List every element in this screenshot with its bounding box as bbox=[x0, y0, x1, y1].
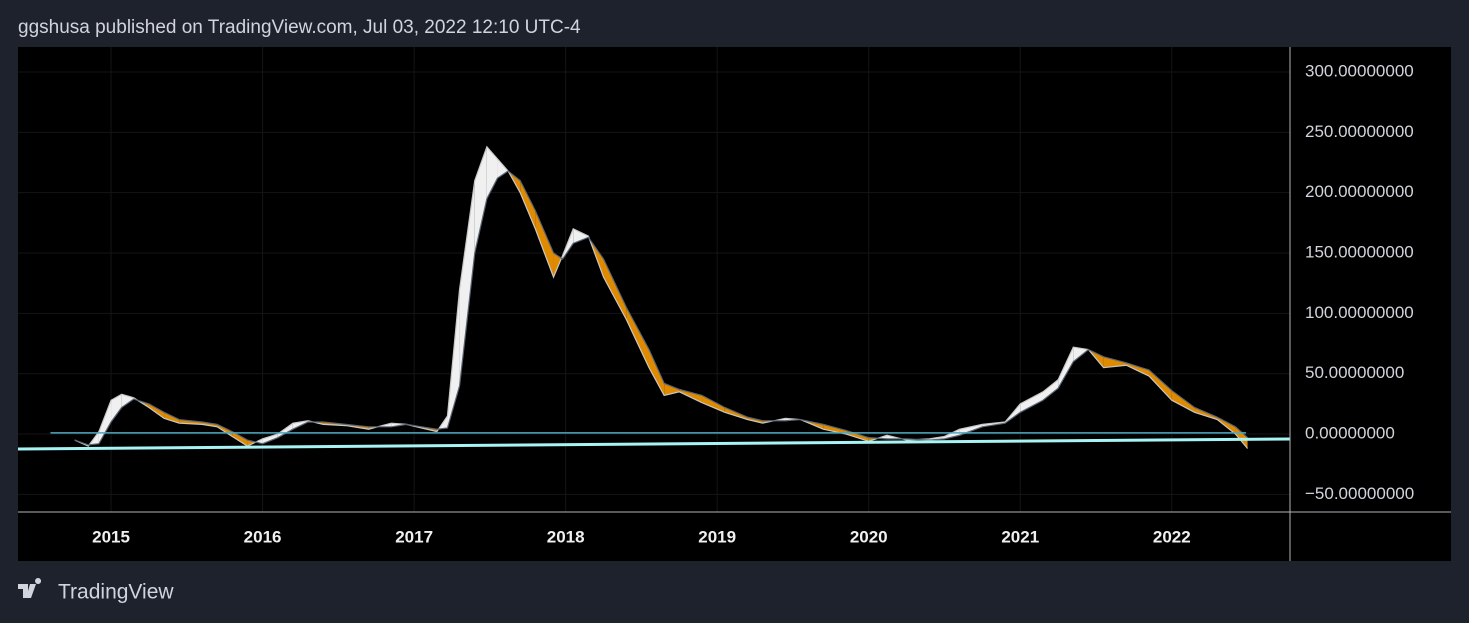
ribbon-fill bbox=[648, 349, 665, 396]
ribbon-fill bbox=[232, 431, 248, 447]
y-tick-label: 50.00000000 bbox=[1305, 363, 1404, 382]
ribbon-fill bbox=[1149, 370, 1172, 401]
x-tick-label: 2016 bbox=[244, 527, 282, 546]
ribbon-fill bbox=[277, 423, 293, 438]
y-tick-label: 0.00000000 bbox=[1305, 424, 1395, 443]
ribbon-fill bbox=[1042, 379, 1059, 401]
ribbon-fill bbox=[148, 403, 165, 419]
ribbon-fill bbox=[486, 146, 498, 199]
ribbon-fill bbox=[823, 424, 846, 435]
x-tick-label: 2019 bbox=[698, 527, 736, 546]
x-tick-label: 2020 bbox=[850, 527, 888, 546]
y-tick-label: −50.00000000 bbox=[1305, 484, 1414, 503]
logo: TradingView bbox=[18, 578, 174, 604]
ribbon-fill bbox=[520, 180, 536, 229]
y-tick-label: 300.00000000 bbox=[1305, 61, 1414, 80]
y-tick-label: 200.00000000 bbox=[1305, 182, 1414, 201]
ribbon-fill bbox=[164, 412, 180, 424]
ribbon-fill bbox=[573, 228, 589, 244]
x-tick-label: 2022 bbox=[1153, 527, 1191, 546]
ribbon-fill bbox=[497, 158, 509, 179]
ribbon-fill bbox=[1171, 390, 1195, 413]
x-tick-label: 2018 bbox=[547, 527, 585, 546]
ribbon-fill bbox=[111, 394, 122, 422]
logo-mark bbox=[18, 578, 42, 598]
ribbon-fill bbox=[535, 210, 554, 278]
trend-line bbox=[17, 437, 1291, 451]
brand: TradingView bbox=[58, 581, 174, 604]
x-tick-label: 2017 bbox=[395, 527, 433, 546]
y-tick-label: 150.00000000 bbox=[1305, 242, 1414, 261]
x-tick-label: 2015 bbox=[92, 527, 130, 546]
ribbon-fill bbox=[1103, 356, 1127, 368]
header: ggshusa published on TradingView.com, Ju… bbox=[18, 17, 581, 38]
series-line bbox=[74, 170, 1248, 446]
ribbon-fill bbox=[459, 180, 475, 386]
ribbon-fill bbox=[262, 434, 278, 444]
chart-area bbox=[18, 47, 1451, 561]
ribbon-fill bbox=[702, 395, 725, 413]
plot: 300.00000000 250.00000000 200.00000000 150.… bbox=[17, 47, 1414, 546]
ribbon-fill bbox=[626, 307, 649, 368]
x-tick-label: 2021 bbox=[1001, 527, 1039, 546]
ribbon-fill bbox=[1020, 391, 1043, 413]
ribbon-fill bbox=[1058, 347, 1074, 389]
ribbon-fill bbox=[603, 259, 627, 320]
y-tick-label: 250.00000000 bbox=[1305, 122, 1414, 141]
y-tick-label: 100.00000000 bbox=[1305, 303, 1414, 322]
series-line bbox=[74, 145, 1249, 449]
